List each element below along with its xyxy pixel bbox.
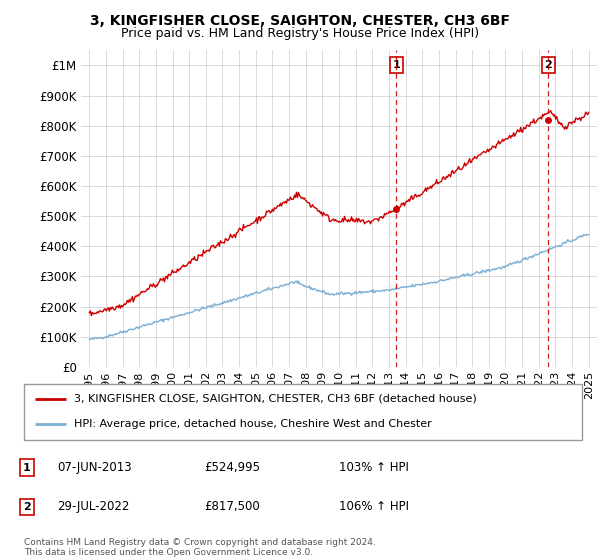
- Text: Contains HM Land Registry data © Crown copyright and database right 2024.
This d: Contains HM Land Registry data © Crown c…: [24, 538, 376, 557]
- Text: 1: 1: [392, 60, 400, 70]
- Text: 1: 1: [23, 463, 31, 473]
- Text: 3, KINGFISHER CLOSE, SAIGHTON, CHESTER, CH3 6BF (detached house): 3, KINGFISHER CLOSE, SAIGHTON, CHESTER, …: [74, 394, 477, 404]
- Text: 07-JUN-2013: 07-JUN-2013: [57, 461, 131, 474]
- Text: 29-JUL-2022: 29-JUL-2022: [57, 500, 130, 514]
- Text: 106% ↑ HPI: 106% ↑ HPI: [339, 500, 409, 514]
- Text: Price paid vs. HM Land Registry's House Price Index (HPI): Price paid vs. HM Land Registry's House …: [121, 27, 479, 40]
- Text: 2: 2: [544, 60, 552, 70]
- Text: 3, KINGFISHER CLOSE, SAIGHTON, CHESTER, CH3 6BF: 3, KINGFISHER CLOSE, SAIGHTON, CHESTER, …: [90, 14, 510, 28]
- Text: £524,995: £524,995: [204, 461, 260, 474]
- Text: HPI: Average price, detached house, Cheshire West and Chester: HPI: Average price, detached house, Ches…: [74, 419, 432, 430]
- Text: 2: 2: [23, 502, 31, 512]
- Text: £817,500: £817,500: [204, 500, 260, 514]
- Text: 103% ↑ HPI: 103% ↑ HPI: [339, 461, 409, 474]
